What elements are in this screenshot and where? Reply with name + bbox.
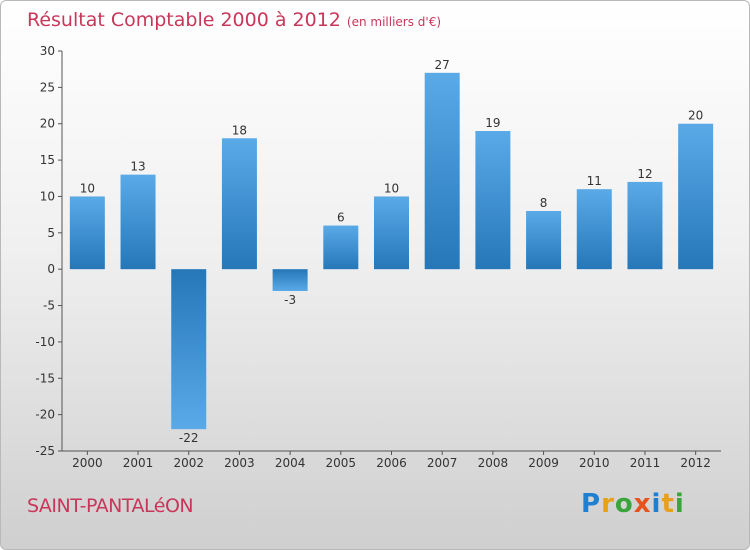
bar-2009 — [526, 211, 562, 270]
bar-2010 — [576, 189, 612, 270]
bar-2001 — [120, 174, 156, 270]
x-tick-label-2001: 2001 — [123, 456, 154, 470]
bar-2006 — [374, 196, 409, 270]
data-label-2008: 19 — [485, 116, 500, 130]
data-label-2003: 18 — [232, 123, 247, 137]
y-tick-label: -5 — [43, 299, 55, 313]
x-tick-label-2010: 2010 — [579, 456, 610, 470]
chart-title: Résultat Comptable 2000 à 2012 (en millie… — [27, 9, 442, 31]
chart-subtitle: (en milliers d'€) — [346, 15, 442, 29]
x-tick-label-2003: 2003 — [224, 456, 255, 470]
x-tick-label-2007: 2007 — [427, 456, 458, 470]
bar-2012 — [678, 123, 714, 270]
bar-2011 — [627, 181, 663, 270]
bar-2002 — [171, 269, 207, 430]
y-tick-label: -10 — [35, 335, 55, 349]
data-label-2010: 11 — [587, 174, 602, 188]
x-tick-label-2009: 2009 — [528, 456, 559, 470]
data-label-2001: 13 — [130, 160, 145, 174]
data-label-2009: 8 — [540, 196, 548, 210]
commune-name: SAINT-PANTALéON — [27, 495, 194, 517]
x-tick-label-2012: 2012 — [680, 456, 711, 470]
y-tick-label: 5 — [47, 226, 55, 240]
y-tick-label: 10 — [40, 189, 55, 203]
data-label-2000: 10 — [80, 181, 95, 195]
x-tick-label-2000: 2000 — [72, 456, 103, 470]
x-tick-label-2011: 2011 — [630, 456, 661, 470]
y-tick-label: 25 — [40, 80, 55, 94]
bar-2005 — [323, 225, 359, 270]
bar-2003 — [221, 138, 257, 270]
bar-2007 — [424, 72, 460, 270]
data-label-2006: 10 — [384, 181, 399, 195]
data-label-2005: 6 — [337, 211, 345, 225]
data-label-2012: 20 — [688, 109, 703, 123]
y-tick-label: 0 — [47, 262, 55, 276]
x-tick-label-2004: 2004 — [275, 456, 306, 470]
y-tick-label: -25 — [35, 444, 55, 458]
x-tick-label-2006: 2006 — [376, 456, 407, 470]
bar-2008 — [475, 131, 511, 270]
bar-2004 — [272, 269, 308, 291]
data-label-2004: -3 — [284, 293, 296, 307]
x-tick-label-2002: 2002 — [173, 456, 204, 470]
x-tick-label-2005: 2005 — [326, 456, 357, 470]
bar-2000 — [69, 196, 105, 270]
data-label-2007: 27 — [435, 58, 450, 72]
data-label-2011: 12 — [637, 167, 652, 181]
x-tick-label-2008: 2008 — [478, 456, 509, 470]
proxiti-logo: Proxiti — [581, 489, 685, 519]
data-label-2002: -22 — [179, 431, 199, 445]
y-tick-label: 15 — [40, 153, 55, 167]
y-tick-label: -20 — [35, 408, 55, 422]
y-tick-label: -15 — [35, 371, 55, 385]
y-tick-label: 20 — [40, 117, 55, 131]
y-tick-label: 30 — [40, 44, 55, 58]
